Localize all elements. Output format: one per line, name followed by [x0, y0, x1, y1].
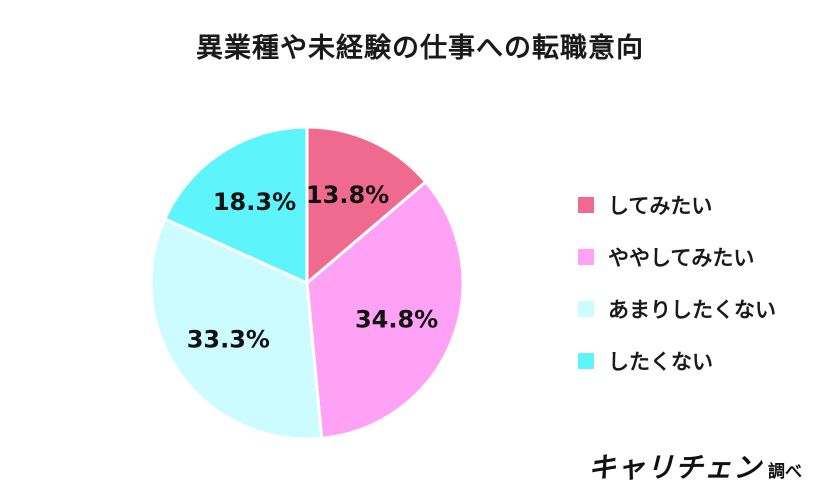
legend-item-1: ややしてみたい	[578, 242, 776, 272]
legend-item-2: あまりしたくない	[578, 294, 776, 324]
pie-slice-0	[305, 125, 428, 287]
legend-item-3: したくない	[578, 346, 776, 376]
legend-label-0: してみたい	[608, 194, 713, 218]
legend-label-2: あまりしたくない	[608, 298, 776, 322]
legend-swatch-0	[578, 197, 594, 213]
legend: してみたい ややしてみたい あまりしたくない したくない	[578, 190, 776, 398]
legend-swatch-1	[578, 249, 594, 265]
legend-swatch-2	[578, 301, 594, 317]
slice-label-2: 33.3%	[187, 325, 270, 353]
chart-title: 異業種や未経験の仕事への転職意向	[196, 33, 644, 64]
pie-slice-1	[305, 179, 465, 440]
brand-credit: キャリチェン 調べ	[588, 446, 802, 486]
slice-label-0: 13.8%	[306, 181, 389, 209]
legend-swatch-3	[578, 353, 594, 369]
slice-label-3: 18.3%	[213, 188, 296, 216]
legend-label-3: したくない	[608, 350, 713, 374]
legend-label-1: ややしてみたい	[608, 246, 755, 270]
pie-slice-3	[162, 125, 309, 286]
slice-label-1: 34.8%	[355, 305, 438, 333]
brand-suffix: 調べ	[768, 462, 803, 482]
pie-slice-2	[149, 216, 324, 441]
legend-item-0: してみたい	[578, 190, 776, 220]
brand-logo: キャリチェン	[588, 451, 763, 484]
